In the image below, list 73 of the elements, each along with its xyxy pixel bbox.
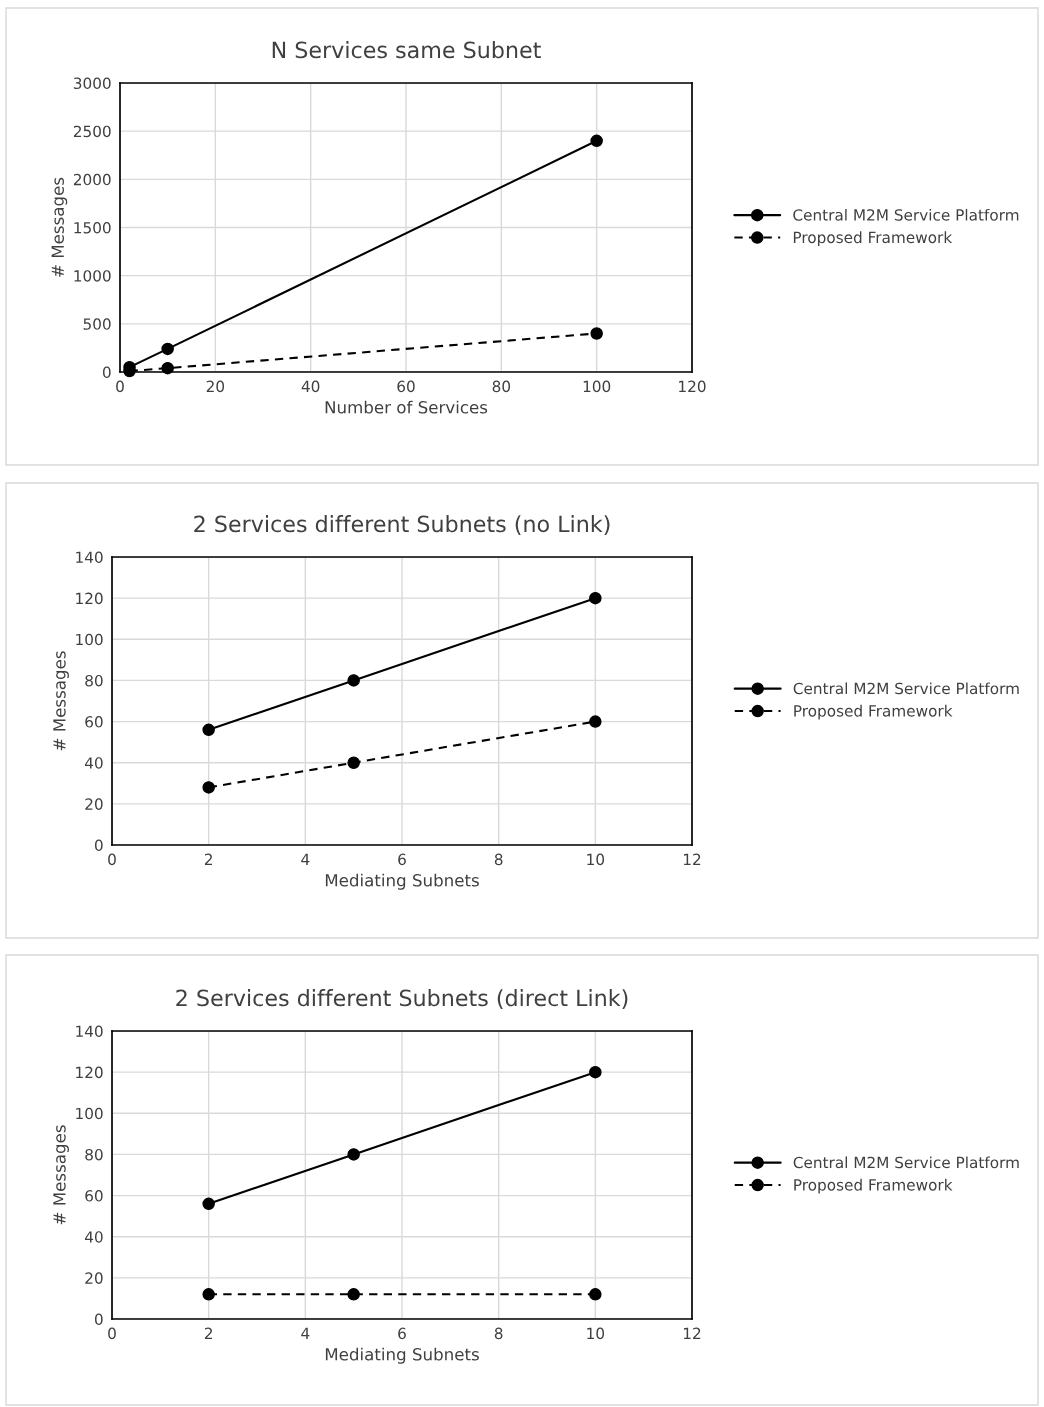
y-tick-label: 2000 [73,173,111,186]
x-tick-label: 0 [116,380,124,393]
x-tick-label: 4 [301,853,310,865]
x-tick-label: 80 [492,380,511,393]
x-tick-label: 120 [679,380,706,393]
legend-label: Proposed Framework [794,704,953,720]
x-tick-label: 2 [204,1327,212,1339]
chart-title: 2 Services different Subnets (no Link) [194,515,610,535]
legend-label: Proposed Framework [793,231,953,247]
y-tick-label: 80 [85,674,103,687]
y-tick-label: 120 [76,1066,103,1079]
point [589,1288,602,1301]
y-tick-label: 40 [84,757,103,769]
chart-title: 2 Services different Subnets (direct Link) [176,989,628,1009]
y-tick-label: 100 [76,1107,103,1120]
y-tick-label: 100 [76,633,103,646]
y-tick-label: 40 [84,1231,103,1243]
x-tick-label: 2 [204,853,212,865]
y-tick-label: 20 [85,1272,103,1284]
point [202,781,215,794]
point [589,591,602,605]
point [161,361,174,375]
x-tick-label: 20 [206,380,225,393]
point [590,134,603,148]
y-tick-label: 1000 [74,270,111,282]
point [589,715,602,728]
x-tick-label: 6 [398,1327,406,1340]
point [202,1288,215,1301]
y-tick-label: 120 [76,592,103,605]
point [161,342,174,356]
x-tick-label: 8 [494,1327,503,1340]
y-axis-title: # Messages [53,651,69,751]
x-tick-label: 10 [587,853,605,866]
legend-label: Proposed Framework [794,1178,953,1194]
x-axis-title: Number of Services [325,400,488,414]
y-tick-label: 2500 [73,125,111,138]
x-axis-title: Mediating Subnets [325,1347,479,1364]
x-tick-label: 10 [587,1327,605,1340]
legend-label: Central M2M Service Platform [793,1156,1019,1169]
point [202,1197,215,1211]
y-tick-label: 60 [85,716,103,728]
x-tick-label: 60 [397,380,415,393]
y-tick-label: 60 [85,1190,103,1202]
x-axis-title: Mediating Subnets [325,873,479,890]
y-tick-label: 1500 [74,221,111,234]
y-tick-label: 140 [76,1025,103,1038]
point [347,674,360,687]
y-tick-label: 140 [76,551,103,564]
x-tick-label: 6 [398,853,406,866]
y-tick-label: 0 [102,366,111,379]
y-axis-title: # Messages [53,1125,69,1225]
y-axis-title: # Messages [51,177,68,277]
y-tick-label: 500 [83,318,111,330]
legend-label: Central M2M Service Platform [793,208,1019,221]
y-tick-label: 0 [94,839,103,852]
point [202,723,215,737]
x-tick-label: 12 [683,1327,701,1339]
y-tick-label: 20 [85,798,103,810]
legend-label: Central M2M Service Platform [793,682,1019,695]
y-tick-label: 0 [94,1313,103,1326]
x-tick-label: 4 [301,1327,310,1339]
point [589,1065,602,1079]
chart-title: N Services same Subnet [272,41,541,59]
point [347,1148,360,1161]
y-tick-label: 80 [85,1148,103,1161]
point [347,1288,360,1301]
x-tick-label: 100 [583,380,611,393]
x-tick-label: 12 [683,853,701,865]
x-tick-label: 40 [301,380,320,393]
point [347,756,360,769]
point [590,327,603,340]
y-tick-label: 3000 [73,77,111,90]
x-tick-label: 8 [494,853,503,866]
